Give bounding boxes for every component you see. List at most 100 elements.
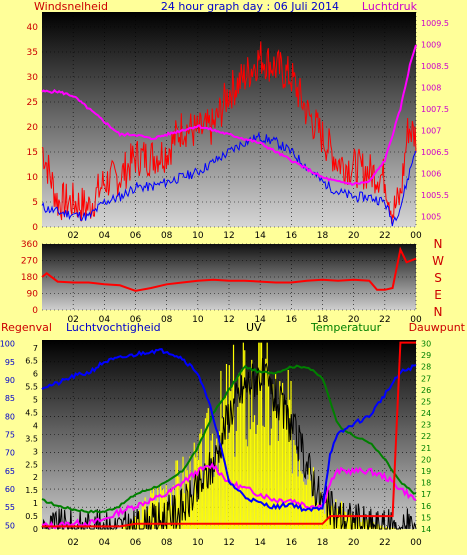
y-temp-tick: 17: [421, 490, 431, 499]
y-right-tick: 1009: [421, 40, 441, 49]
x-tick-label: 18: [317, 538, 329, 548]
x-tick-label: 00: [410, 231, 422, 241]
x-tick-label: 14: [254, 231, 266, 241]
x-tick-label: 04: [99, 315, 111, 325]
y-uv-tick: 1.5: [25, 486, 38, 495]
x-tick-label: 02: [67, 231, 78, 241]
y-left-tick: 30: [27, 73, 39, 83]
x-tick-label: 00: [410, 315, 422, 325]
left-axis-label: Windsnelheid: [34, 0, 108, 13]
chart-title: 24 hour graph day : 06 Juli 2014: [161, 0, 339, 13]
uv-label: UV: [246, 321, 262, 334]
x-tick-label: 10: [192, 315, 204, 325]
rain-series: [42, 341, 416, 528]
y-temp-tick: 29: [421, 351, 431, 360]
dew-label: Dauwpunt: [409, 321, 466, 334]
x-tick-label: 16: [286, 538, 298, 548]
y-left-tick: 0: [32, 223, 38, 233]
y-left-tick: 35: [27, 48, 38, 58]
y-direction-tick: 90: [27, 290, 39, 300]
y-humidity-tick: 85: [5, 394, 15, 403]
x-tick-label: 16: [286, 315, 298, 325]
x-tick-label: 22: [379, 231, 390, 241]
x-tick-label: 18: [317, 231, 329, 241]
y-uv-tick: 5.5: [25, 383, 38, 392]
x-tick-label: 14: [254, 538, 266, 548]
y-left-tick: 20: [27, 123, 39, 133]
temp-label: Temperatuur: [310, 321, 382, 334]
y-uv-tick: 2: [33, 473, 38, 482]
y-right-tick: 1005.5: [421, 191, 449, 200]
x-tick-label: 22: [379, 538, 390, 548]
x-tick-label: 06: [130, 231, 142, 241]
x-tick-label: 04: [99, 538, 111, 548]
y-left-tick: 40: [27, 23, 39, 33]
y-humidity-tick: 80: [5, 412, 15, 421]
y-uv-tick: 4: [33, 421, 38, 430]
x-tick-label: 08: [161, 231, 173, 241]
y-humidity-tick: 55: [5, 503, 15, 512]
y-temp-tick: 15: [421, 513, 431, 522]
y-temp-tick: 23: [421, 421, 431, 430]
y-humidity-tick: 100: [0, 340, 15, 349]
x-tick-label: 04: [99, 231, 111, 241]
panel3-series: [41, 341, 417, 531]
y-direction-tick: 360: [21, 240, 38, 250]
humidity-label: Luchtvochtigheid: [66, 321, 161, 334]
y-temp-tick: 16: [421, 502, 431, 511]
y-humidity-tick: 90: [5, 376, 15, 385]
humidity-series: [41, 348, 417, 513]
panel1-series: [41, 41, 417, 227]
y-uv-tick: 3.5: [25, 434, 38, 443]
temperature-series: [41, 364, 417, 514]
regen-label: Regenval: [1, 321, 52, 334]
x-tick-label: 06: [130, 315, 142, 325]
avg-wind-series: [41, 131, 417, 227]
y-temp-tick: 18: [421, 479, 431, 488]
y-right-tick: 1006.5: [421, 148, 449, 157]
y-temp-tick: 24: [421, 409, 431, 418]
panel2-tick-labels: 0 90 180 270 360 02 04 06 08 10 12 14 16 18 20 22 00: [21, 240, 422, 325]
x-tick-label: 10: [192, 538, 204, 548]
x-tick-label: 20: [348, 231, 360, 241]
y-humidity-tick: 60: [5, 485, 15, 494]
y-temp-tick: 26: [421, 386, 431, 395]
wind-direction-series: [41, 246, 417, 292]
y-right-tick: 1005: [421, 212, 441, 221]
y-temp-tick: 21: [421, 444, 431, 453]
y-direction-tick: 0: [32, 306, 38, 316]
y-temp-tick: 27: [421, 374, 431, 383]
climate-panel: 5055606570758085909510000.511.522.533.54…: [0, 321, 466, 548]
pressure-series: [41, 44, 417, 186]
y-right-tick: 1008.5: [421, 62, 449, 71]
panel3-tick-labels: 5055606570758085909510000.511.522.533.54…: [0, 339, 431, 548]
x-tick-label: 06: [130, 538, 142, 548]
x-tick-label: 20: [348, 315, 360, 325]
y-direction-tick: 270: [21, 257, 38, 267]
gust-series: [41, 41, 417, 224]
panel2-grid: [42, 243, 417, 311]
panel1-background: [42, 12, 416, 227]
compass-label: N: [434, 305, 443, 319]
y-humidity-tick: 75: [5, 431, 15, 440]
solar-series: [41, 357, 417, 531]
y-left-tick: 25: [27, 98, 38, 108]
x-tick-label: 12: [223, 315, 234, 325]
compass-label: E: [434, 288, 442, 302]
compass-label: W: [432, 254, 444, 268]
x-tick-label: 12: [223, 538, 234, 548]
y-left-tick: 15: [27, 148, 38, 158]
y-humidity-tick: 50: [5, 521, 15, 530]
y-temp-tick: 22: [421, 432, 431, 441]
y-temp-tick: 28: [421, 363, 431, 372]
y-uv-tick: 4.5: [25, 408, 38, 417]
y-uv-tick: 1: [33, 499, 38, 508]
x-tick-label: 10: [192, 231, 204, 241]
x-tick-label: 14: [254, 315, 266, 325]
right-axis-label: Luchtdruk: [362, 0, 418, 13]
x-tick-label: 16: [286, 231, 298, 241]
x-tick-label: 02: [67, 538, 78, 548]
